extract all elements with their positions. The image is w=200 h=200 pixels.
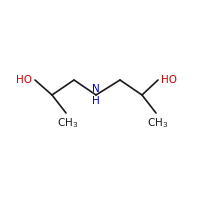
Text: HO: HO bbox=[16, 75, 32, 85]
Text: N: N bbox=[92, 84, 100, 94]
Text: CH$_3$: CH$_3$ bbox=[147, 116, 169, 130]
Text: CH$_3$: CH$_3$ bbox=[57, 116, 79, 130]
Text: HO: HO bbox=[161, 75, 177, 85]
Text: H: H bbox=[92, 96, 100, 106]
